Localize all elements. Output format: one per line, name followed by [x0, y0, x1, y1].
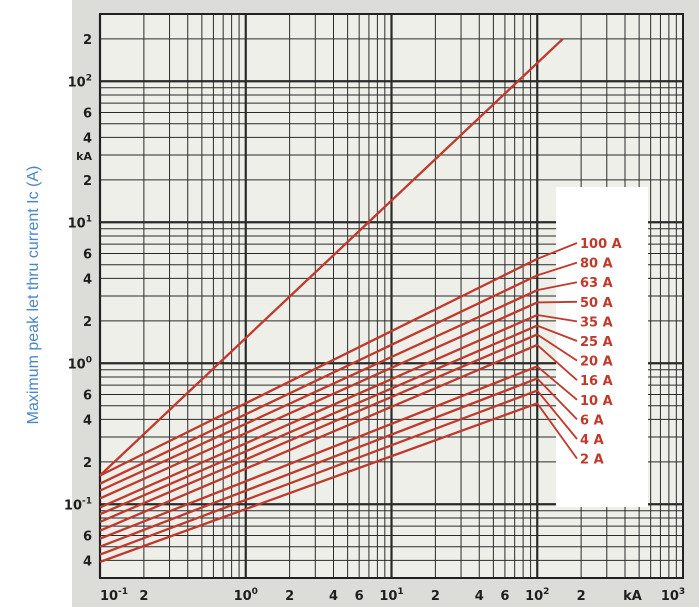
series-leader	[537, 314, 578, 323]
series-line	[99, 289, 538, 492]
x-tick-label: 100	[234, 587, 258, 604]
series-label: 80 A	[580, 257, 613, 272]
series-label: 10 A	[580, 394, 613, 409]
series-line	[99, 313, 538, 509]
series-label: 2 A	[580, 453, 604, 468]
series-label: 63 A	[580, 276, 613, 291]
x-tick-label: 4	[475, 589, 484, 604]
series-line	[99, 365, 538, 540]
series-line	[99, 257, 538, 477]
series-line	[99, 389, 538, 556]
y-tick-label: 2	[83, 315, 92, 330]
series-line	[99, 402, 538, 564]
series-label: 35 A	[580, 315, 613, 330]
series-leader	[536, 324, 578, 342]
series-line	[99, 301, 538, 500]
y-tick-label: 2	[83, 174, 92, 189]
series-leader	[537, 281, 578, 292]
series-leader	[536, 242, 578, 260]
x-tick-label: 6	[500, 589, 509, 604]
series-label: 100 A	[580, 237, 622, 252]
x-tick-label: kA	[623, 589, 642, 604]
y-tick-label: 2	[83, 33, 92, 48]
y-tick-label: 102	[68, 73, 92, 90]
x-tick-label: 2	[139, 589, 148, 604]
series-line	[99, 37, 564, 477]
y-tick-label: 4	[83, 554, 92, 569]
x-tick-label: 101	[379, 587, 403, 604]
y-tick-label: 101	[68, 214, 92, 231]
y-tick-label: 6	[83, 248, 92, 263]
y-tick-label: 10-1	[64, 496, 92, 513]
series-leader	[536, 261, 578, 277]
series-label: 4 A	[580, 433, 604, 448]
series-leader	[536, 377, 578, 421]
y-tick-label: 4	[83, 272, 92, 287]
x-tick-label: 103	[661, 587, 685, 604]
y-tick-label: 100	[68, 355, 92, 372]
x-tick-label: 102	[525, 587, 549, 604]
y-tick-label: 6	[83, 389, 92, 404]
series-label: 16 A	[580, 374, 613, 389]
y-tick-label: kA	[76, 150, 92, 163]
y-tick-label: 4	[83, 131, 92, 146]
series-line	[99, 274, 538, 485]
x-tick-label: 4	[329, 589, 338, 604]
series-label: 6 A	[580, 413, 604, 428]
series-label: 50 A	[580, 296, 613, 311]
series-line	[99, 324, 538, 516]
series-line	[99, 333, 538, 523]
series-leader	[536, 365, 578, 401]
series-label: 20 A	[580, 355, 613, 370]
x-tick-label: 2	[577, 589, 586, 604]
series-line	[99, 377, 538, 548]
series-leader	[536, 344, 578, 381]
legend-panel	[556, 187, 648, 507]
y-tick-label: 6	[83, 530, 92, 545]
x-tick-label: 10-1	[100, 587, 128, 604]
series-leader	[536, 390, 578, 440]
series-leader	[536, 402, 578, 460]
x-tick-label: 6	[355, 589, 364, 604]
y-tick-label: 6	[83, 107, 92, 122]
series-leader	[536, 333, 578, 362]
y-tick-label: 4	[83, 413, 92, 428]
plot-frame	[99, 13, 684, 579]
x-tick-label: 2	[431, 589, 440, 604]
series-leader	[537, 300, 578, 304]
series-label: 25 A	[580, 335, 613, 350]
series-line	[99, 343, 538, 532]
x-tick-label: 2	[285, 589, 294, 604]
y-tick-label: 2	[83, 456, 92, 471]
